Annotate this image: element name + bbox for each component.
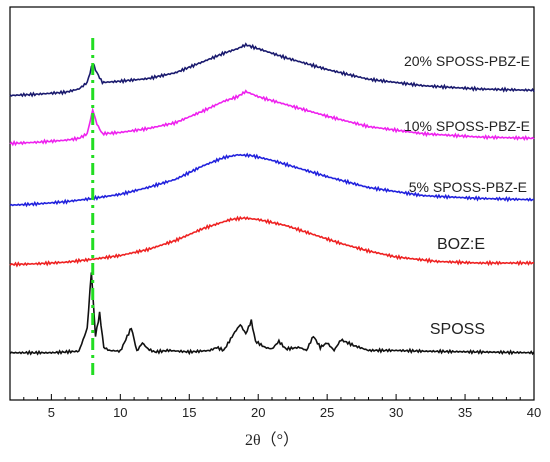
series-label-5-sposs-pbz-e: 5% SPOSS-PBZ-E bbox=[409, 179, 527, 195]
series-label-20-sposs-pbz-e: 20% SPOSS-PBZ-E bbox=[404, 53, 530, 69]
x-tick-label: 40 bbox=[527, 405, 541, 420]
series-labels: 20% SPOSS-PBZ-E 10% SPOSS-PBZ-E 5% SPOSS-P… bbox=[404, 53, 530, 338]
x-tick-label: 20 bbox=[251, 405, 265, 420]
x-tick-label: 35 bbox=[458, 405, 472, 420]
x-tick-label: 10 bbox=[113, 405, 127, 420]
x-axis: 5 10 15 20 25 30 35 40 bbox=[23, 394, 541, 420]
series-line-boz-e bbox=[9, 215, 534, 268]
series-label-boz-e: BOZ:E bbox=[437, 236, 485, 253]
x-tick-label: 5 bbox=[48, 405, 55, 420]
x-tick-label: 30 bbox=[389, 405, 403, 420]
series-line-20-sposs-pbz-e bbox=[9, 42, 535, 98]
series-line-5-sposs-pbz-e bbox=[9, 152, 535, 208]
x-tick-label: 15 bbox=[182, 405, 196, 420]
series-label-10-sposs-pbz-e: 10% SPOSS-PBZ-E bbox=[404, 118, 530, 134]
series-layer bbox=[9, 42, 535, 356]
series-line-sposs bbox=[9, 272, 535, 356]
series-label-sposs: SPOSS bbox=[430, 321, 485, 338]
x-tick-label: 25 bbox=[320, 405, 334, 420]
series-line-10-sposs-pbz-e bbox=[9, 89, 535, 147]
x-axis-title: 2θ（°） bbox=[245, 431, 299, 449]
